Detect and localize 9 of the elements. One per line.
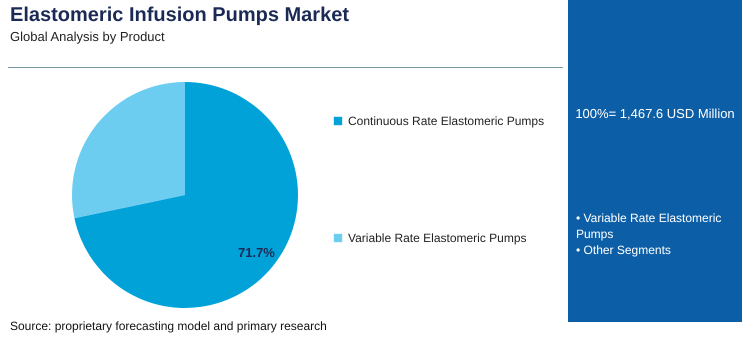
legend-label: Continuous Rate Elastomeric Pumps	[348, 114, 544, 128]
data-label: 71.7%	[238, 244, 276, 260]
info-panel: 100%= 1,467.6 USD Million • Variable Rate Elastomeric Pumps • Other Segments	[568, 0, 742, 322]
pie-slice	[72, 82, 185, 218]
legend-label: Variable Rate Elastomeric Pumps	[348, 231, 527, 245]
source-note: Source: proprietary forecasting model and primary research	[10, 319, 327, 333]
chart-title: Elastomeric Infusion Pumps Market	[10, 4, 349, 27]
chart-subtitle: Global Analysis by Product	[10, 29, 166, 44]
pie-slice	[74, 82, 298, 308]
